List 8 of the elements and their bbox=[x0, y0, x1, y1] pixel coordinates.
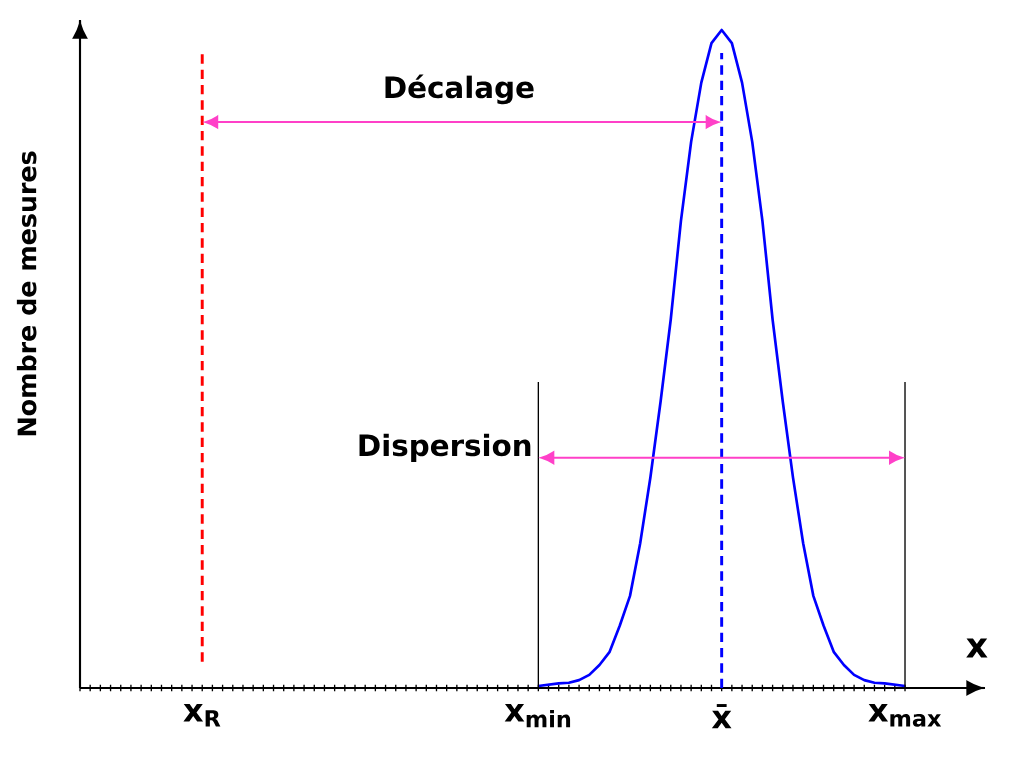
annotation: Décalage bbox=[385, 74, 534, 105]
x-tick-label: x$_{R}$ bbox=[183, 704, 221, 727]
y-axis-title: Nombre de mesures bbox=[16, 151, 37, 436]
x-tick-label: x$_{max}$ bbox=[868, 704, 942, 727]
x-axis-title: x bbox=[966, 638, 988, 658]
x-tick-label: x̄ bbox=[711, 704, 732, 729]
x-tick-label: x$_{min}$ bbox=[504, 704, 571, 728]
annotation: Dispersion bbox=[359, 433, 531, 463]
